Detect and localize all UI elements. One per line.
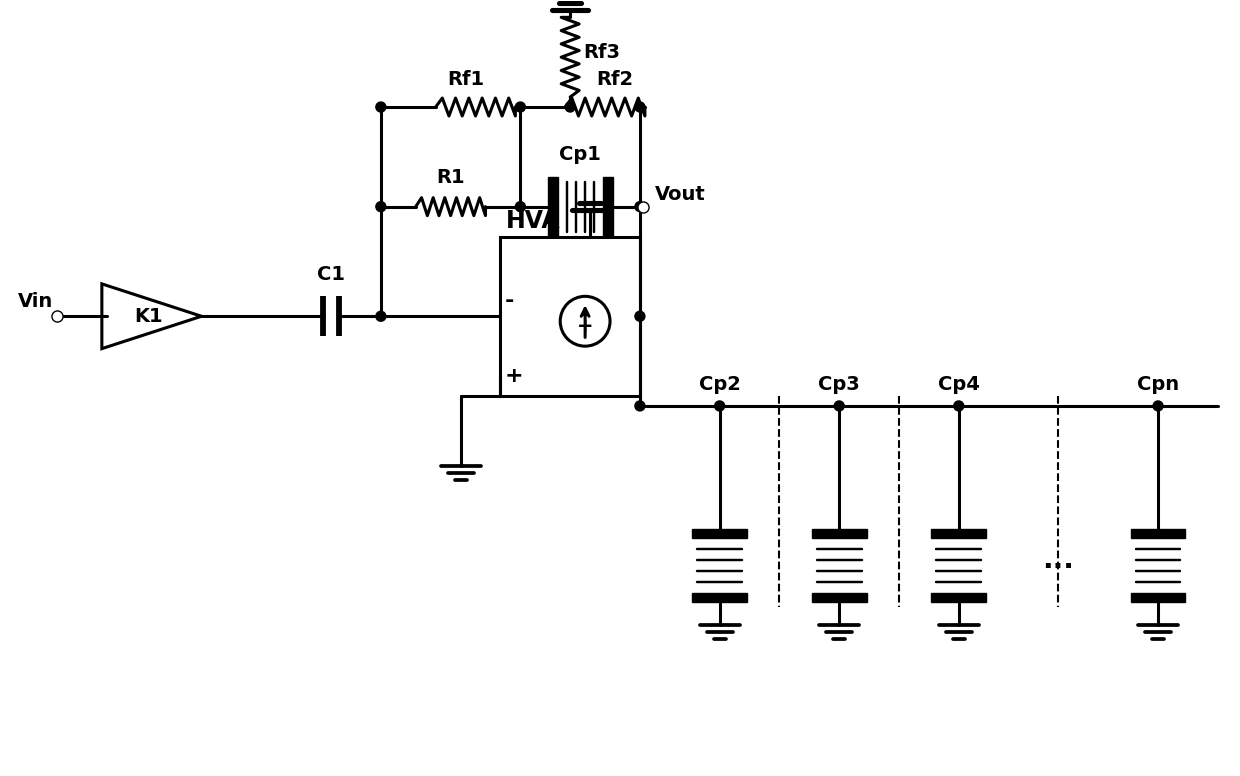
Circle shape (635, 401, 645, 411)
Bar (692, 593, 746, 601)
Circle shape (565, 102, 575, 112)
Bar (1131, 593, 1185, 601)
Text: +: + (577, 317, 594, 336)
Text: Vout: Vout (655, 185, 706, 203)
Text: Rf3: Rf3 (583, 43, 620, 62)
Circle shape (635, 202, 645, 212)
Bar (812, 529, 867, 538)
Text: Cp4: Cp4 (937, 375, 980, 394)
Text: Cp3: Cp3 (818, 375, 861, 394)
Text: Rf1: Rf1 (446, 70, 484, 89)
Text: Rf2: Rf2 (596, 70, 634, 89)
Circle shape (516, 202, 526, 212)
Circle shape (835, 401, 844, 411)
Circle shape (516, 102, 526, 112)
Circle shape (635, 102, 645, 112)
Circle shape (635, 311, 645, 321)
Bar (692, 529, 746, 538)
Text: Cpn: Cpn (1137, 375, 1179, 394)
Bar (603, 177, 613, 237)
Circle shape (1153, 401, 1163, 411)
Bar (931, 529, 986, 538)
Text: -: - (505, 291, 513, 311)
Circle shape (954, 401, 963, 411)
Text: -: - (582, 305, 589, 324)
Bar (931, 593, 986, 601)
Bar (1131, 529, 1185, 538)
Text: K1: K1 (134, 307, 162, 326)
Text: ...: ... (1043, 546, 1074, 574)
Circle shape (376, 311, 386, 321)
Circle shape (376, 102, 386, 112)
Bar (812, 593, 867, 601)
Text: +: + (505, 366, 523, 386)
Text: Vin: Vin (17, 293, 53, 311)
Text: HVA: HVA (506, 209, 560, 233)
Text: R1: R1 (436, 168, 465, 187)
Text: C1: C1 (317, 265, 345, 284)
Circle shape (376, 202, 386, 212)
Circle shape (714, 401, 724, 411)
Text: Cp1: Cp1 (559, 145, 601, 164)
Bar (548, 177, 558, 237)
Bar (501, 237, 640, 396)
Text: Cp2: Cp2 (698, 375, 740, 394)
